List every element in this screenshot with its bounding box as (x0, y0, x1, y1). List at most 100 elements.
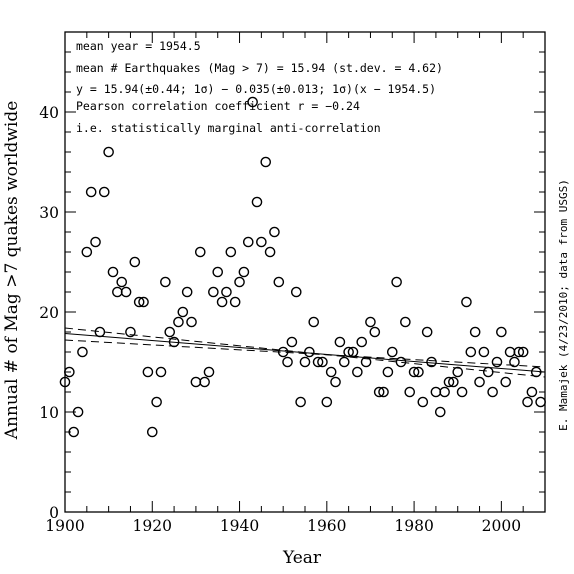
data-point (522, 396, 533, 408)
data-point (107, 266, 119, 278)
data-point (282, 356, 293, 368)
data-point (474, 376, 485, 388)
data-point (317, 356, 328, 368)
data-point (264, 246, 276, 258)
data-point (238, 266, 250, 278)
data-point (526, 386, 538, 398)
data-point (443, 376, 455, 388)
data-point (72, 406, 84, 418)
data-point (321, 396, 333, 408)
data-point (199, 376, 210, 388)
data-point (360, 356, 372, 368)
x-tick-label: 1900 (45, 517, 84, 535)
data-point (504, 346, 516, 358)
data-point (251, 196, 263, 208)
data-point (160, 276, 171, 288)
data-point (242, 236, 254, 248)
data-point (295, 396, 306, 408)
data-point (203, 366, 215, 378)
annotations: mean year = 1954.5 mean # Earthquakes (M… (76, 39, 443, 135)
annotation-mean-count: mean # Earthquakes (Mag > 7) = 15.94 (st… (76, 61, 443, 75)
data-point (395, 356, 407, 368)
annotation-pearson-r: Pearson correlation coefficient r = −0.2… (76, 99, 360, 113)
data-point (304, 346, 315, 358)
data-point (133, 296, 145, 308)
data-point (386, 346, 398, 358)
x-tick-label: 1960 (307, 517, 346, 535)
data-point (85, 186, 97, 198)
data-point (334, 336, 346, 348)
data-point (413, 366, 424, 378)
data-point (155, 366, 167, 378)
data-point (478, 346, 490, 358)
data-point (343, 346, 354, 358)
data-point (452, 366, 464, 378)
data-point (221, 286, 232, 298)
x-tick-label: 1920 (133, 517, 172, 535)
y-tick-label: 0 (49, 504, 59, 522)
data-point (426, 356, 437, 368)
data-point (356, 336, 368, 348)
data-point (173, 316, 184, 328)
data-point (308, 316, 320, 328)
data-point (286, 336, 298, 348)
data-point (208, 286, 219, 298)
data-point (229, 296, 241, 308)
data-point (369, 326, 381, 338)
data-point (142, 366, 154, 378)
data-point (365, 316, 376, 328)
data-point (98, 186, 110, 198)
data-point (64, 366, 75, 378)
x-axis-label: Year (282, 548, 322, 568)
data-point (391, 276, 402, 288)
x-tick-label: 1940 (220, 517, 259, 535)
data-point (256, 236, 267, 248)
data-point (164, 326, 176, 338)
data-point (482, 366, 494, 378)
data-points (59, 96, 546, 438)
data-point (112, 286, 123, 298)
data-point (408, 366, 420, 378)
data-point (181, 286, 193, 298)
data-point (151, 396, 162, 408)
data-point (269, 226, 280, 238)
tick-labels: 1900 1920 1940 1960 1980 2000 0 10 20 30 40 (39, 104, 521, 535)
data-point (456, 386, 468, 398)
data-point (461, 296, 472, 308)
data-point (120, 286, 132, 298)
data-point (194, 246, 206, 258)
credit-label: E. Mamajek (4/23/2010; data from USGS) (557, 179, 570, 431)
annotation-interpretation: i.e. statistically marginal anti-correla… (76, 121, 381, 135)
data-point (94, 326, 106, 338)
data-point (421, 326, 433, 338)
data-point (186, 316, 197, 328)
data-point (430, 386, 442, 398)
data-point (312, 356, 324, 368)
data-point (225, 246, 237, 258)
data-point (81, 246, 93, 258)
data-point (90, 236, 101, 248)
data-point (487, 386, 498, 398)
data-point (352, 366, 363, 378)
data-point (465, 346, 477, 358)
data-point (277, 346, 289, 358)
data-point (129, 256, 141, 268)
data-point (247, 96, 258, 108)
data-point (382, 366, 394, 378)
data-point (177, 306, 189, 318)
data-point (330, 376, 341, 388)
data-point (77, 346, 88, 358)
data-point (325, 366, 337, 378)
annotation-mean-year: mean year = 1954.5 (76, 39, 201, 53)
y-tick-label: 40 (39, 104, 59, 122)
data-point (212, 266, 224, 278)
x-tick-label: 1980 (394, 517, 433, 535)
data-point (59, 376, 71, 388)
data-point (68, 426, 80, 438)
data-point (500, 376, 512, 388)
axis-ticks (64, 31, 546, 513)
data-point (234, 276, 245, 288)
data-point (448, 376, 459, 388)
data-point (347, 346, 359, 358)
